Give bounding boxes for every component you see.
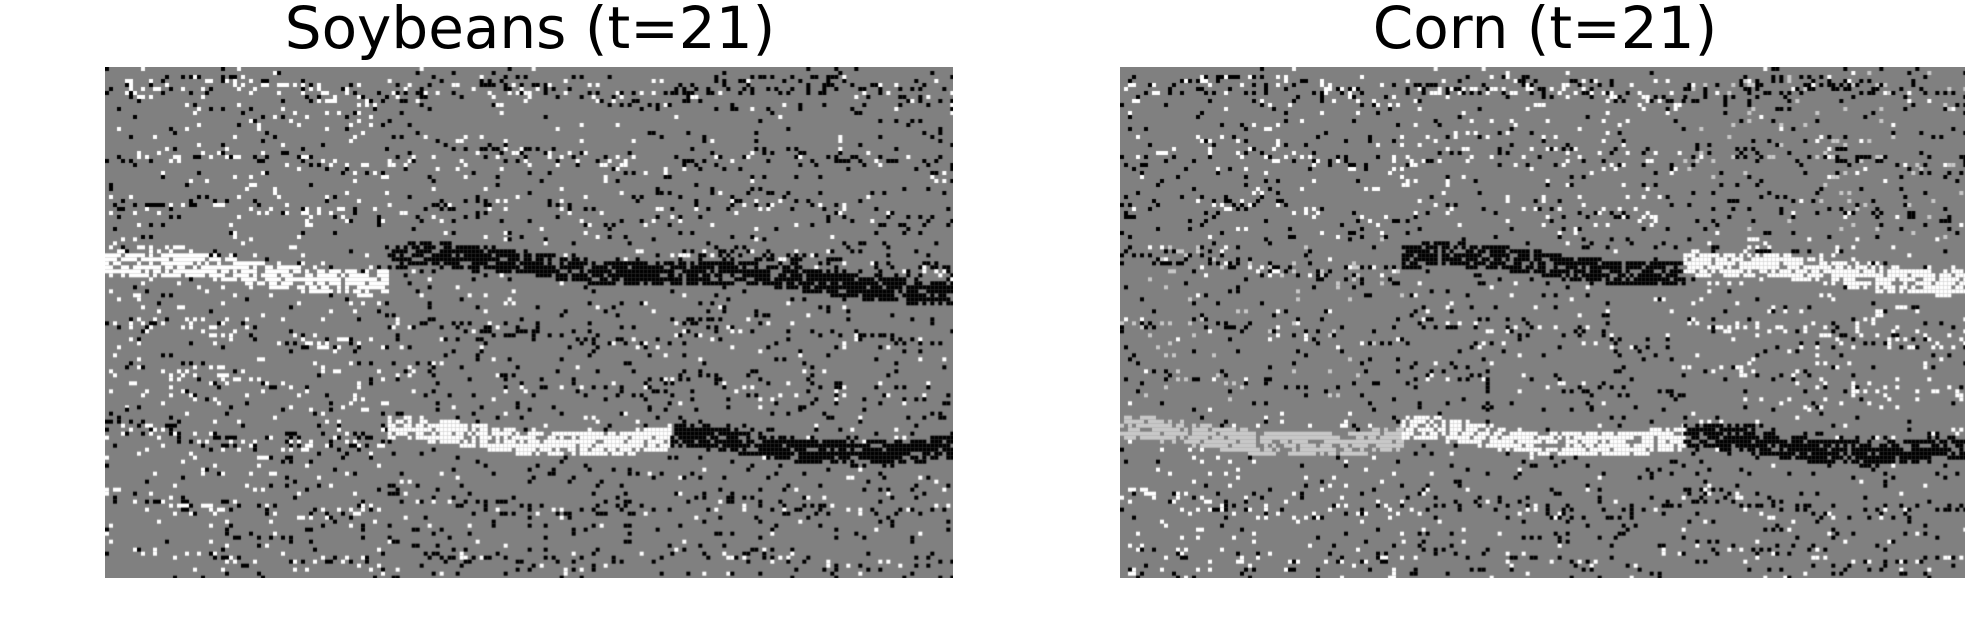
soybeans-map-image <box>105 67 953 578</box>
panel-title-soybeans: Soybeans (t=21) <box>284 0 776 62</box>
panel-title-corn: Corn (t=21) <box>1372 0 1718 62</box>
corn-map-image <box>1120 67 1965 578</box>
